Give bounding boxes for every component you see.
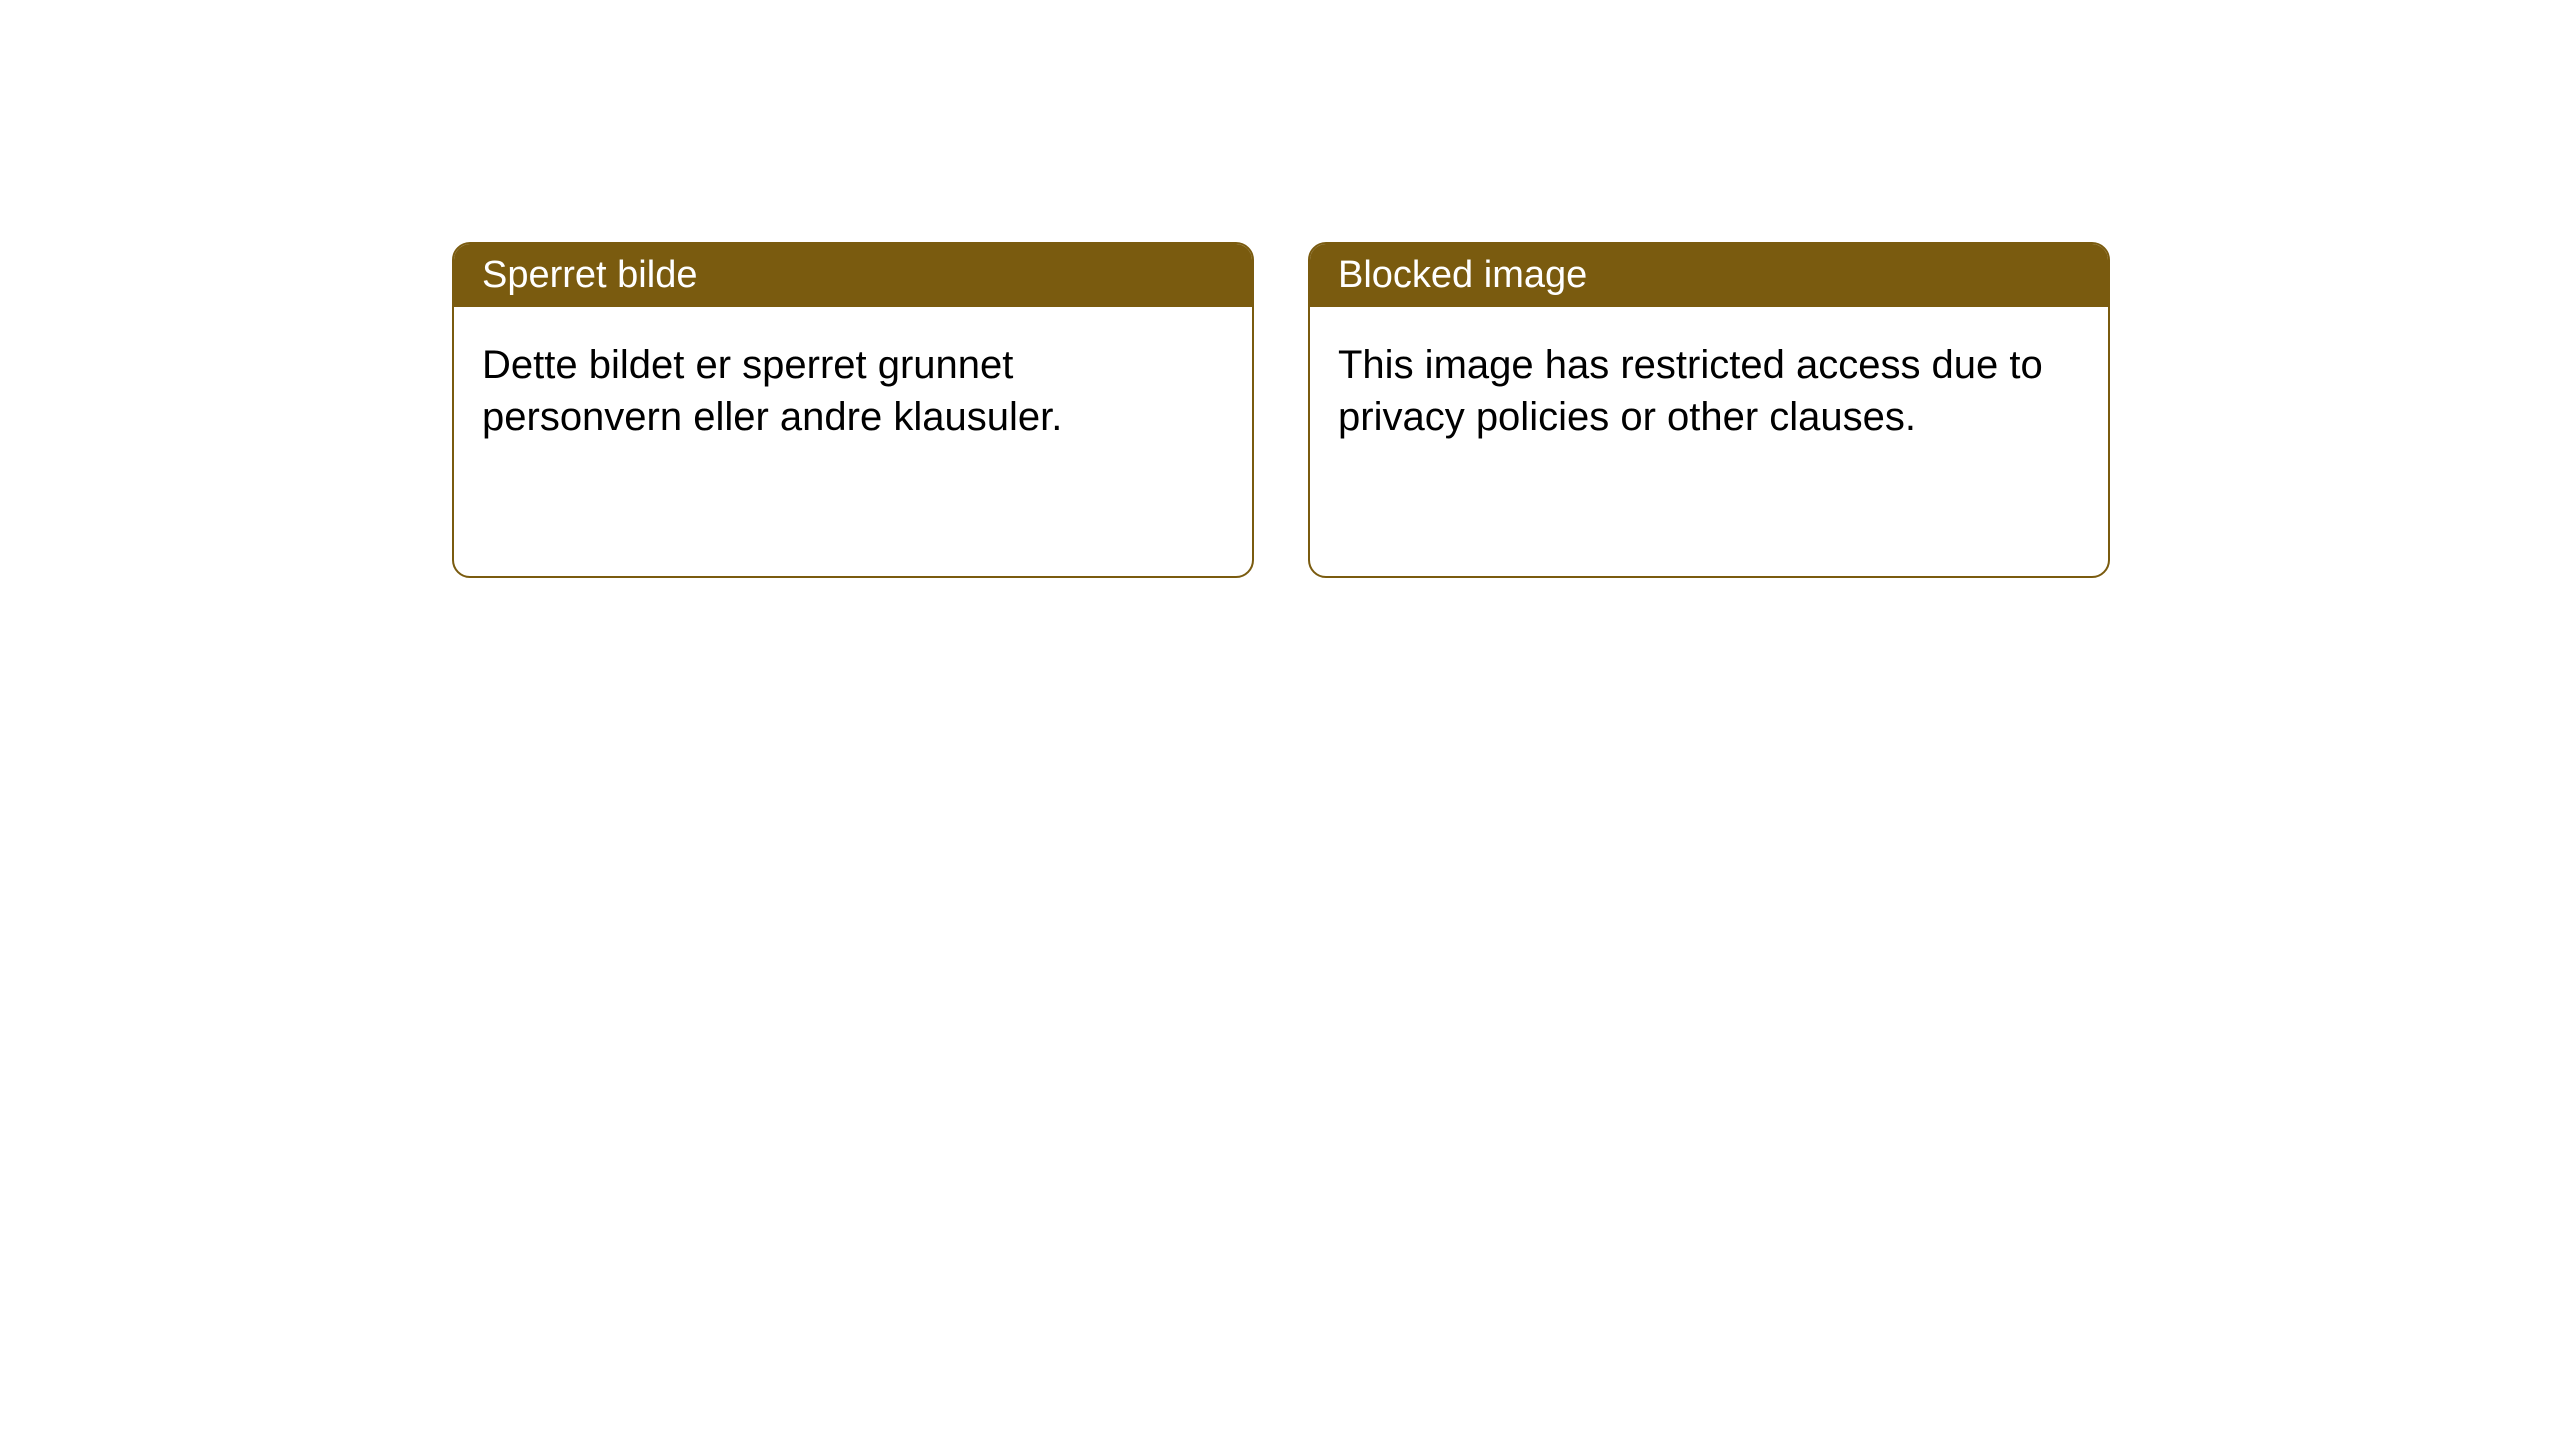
- card-message-english: This image has restricted access due to …: [1338, 343, 2043, 439]
- card-header-english: Blocked image: [1310, 244, 2108, 307]
- card-title-english: Blocked image: [1338, 254, 1587, 296]
- card-body-norwegian: Dette bildet er sperret grunnet personve…: [454, 307, 1252, 475]
- blocked-image-card-norwegian: Sperret bilde Dette bildet er sperret gr…: [452, 242, 1254, 578]
- card-body-english: This image has restricted access due to …: [1310, 307, 2108, 475]
- card-title-norwegian: Sperret bilde: [482, 254, 697, 296]
- notice-container: Sperret bilde Dette bildet er sperret gr…: [0, 0, 2560, 578]
- blocked-image-card-english: Blocked image This image has restricted …: [1308, 242, 2110, 578]
- card-message-norwegian: Dette bildet er sperret grunnet personve…: [482, 343, 1062, 439]
- card-header-norwegian: Sperret bilde: [454, 244, 1252, 307]
